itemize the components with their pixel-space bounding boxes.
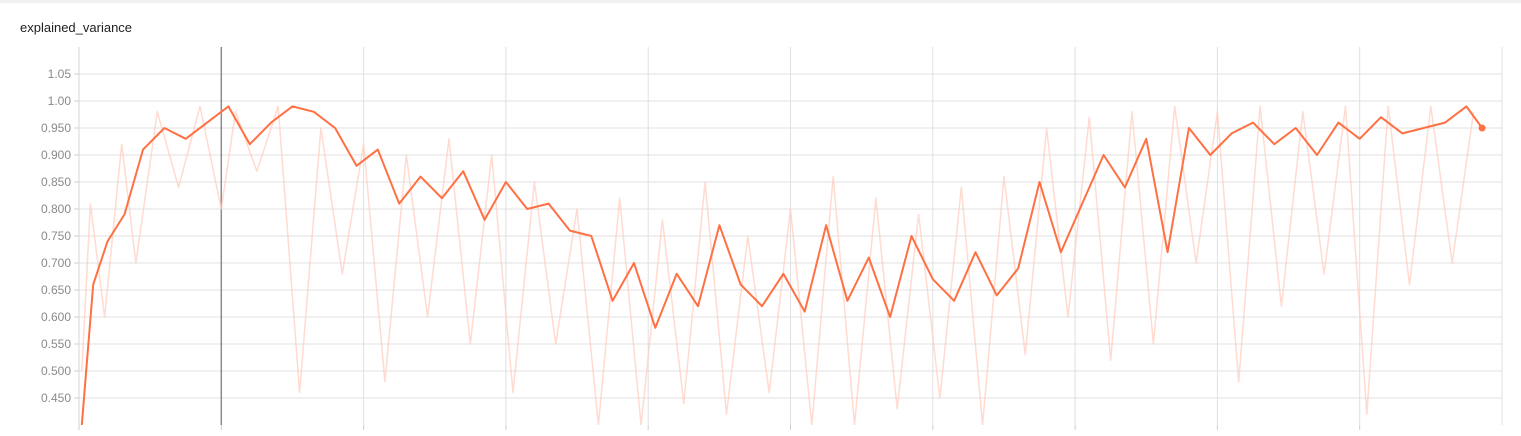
y-tick-labels: 0.450 0.500 0.550 0.600 0.650 0.700 0.750 0.800… (41, 67, 71, 405)
series-line-raw (81, 105, 1475, 425)
series-line-smoothed (80, 105, 1483, 425)
y-tick-label: 1.05 (48, 67, 72, 81)
axes (78, 47, 1503, 425)
series-group (80, 105, 1486, 425)
y-tick-label: 0.600 (41, 310, 71, 324)
y-tick-label: 0.900 (41, 148, 71, 162)
y-tick-label: 0.450 (41, 391, 71, 405)
y-tick-label: 0.500 (41, 364, 71, 378)
y-tick-label: 0.800 (41, 202, 71, 216)
y-tick-label: 1.00 (48, 94, 72, 108)
y-tick-label: 0.700 (41, 256, 71, 270)
top-divider (0, 0, 1521, 3)
chart-title: explained_variance (20, 20, 133, 35)
y-tick-label: 0.550 (41, 337, 71, 351)
y-tick-label: 0.950 (41, 121, 71, 135)
y-tick-label: 0.850 (41, 175, 71, 189)
y-tick-label: 0.650 (41, 283, 71, 297)
series-end-marker (1478, 124, 1486, 132)
y-tick-label: 0.750 (41, 229, 71, 243)
